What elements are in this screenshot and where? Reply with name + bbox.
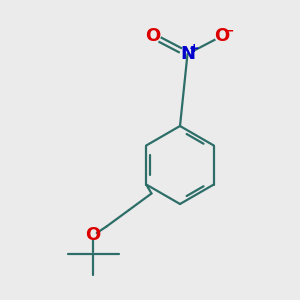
- Text: −: −: [223, 24, 234, 37]
- Text: O: O: [146, 27, 160, 45]
- Text: O: O: [85, 226, 100, 244]
- Text: O: O: [214, 27, 230, 45]
- Text: N: N: [180, 45, 195, 63]
- Text: +: +: [189, 42, 200, 55]
